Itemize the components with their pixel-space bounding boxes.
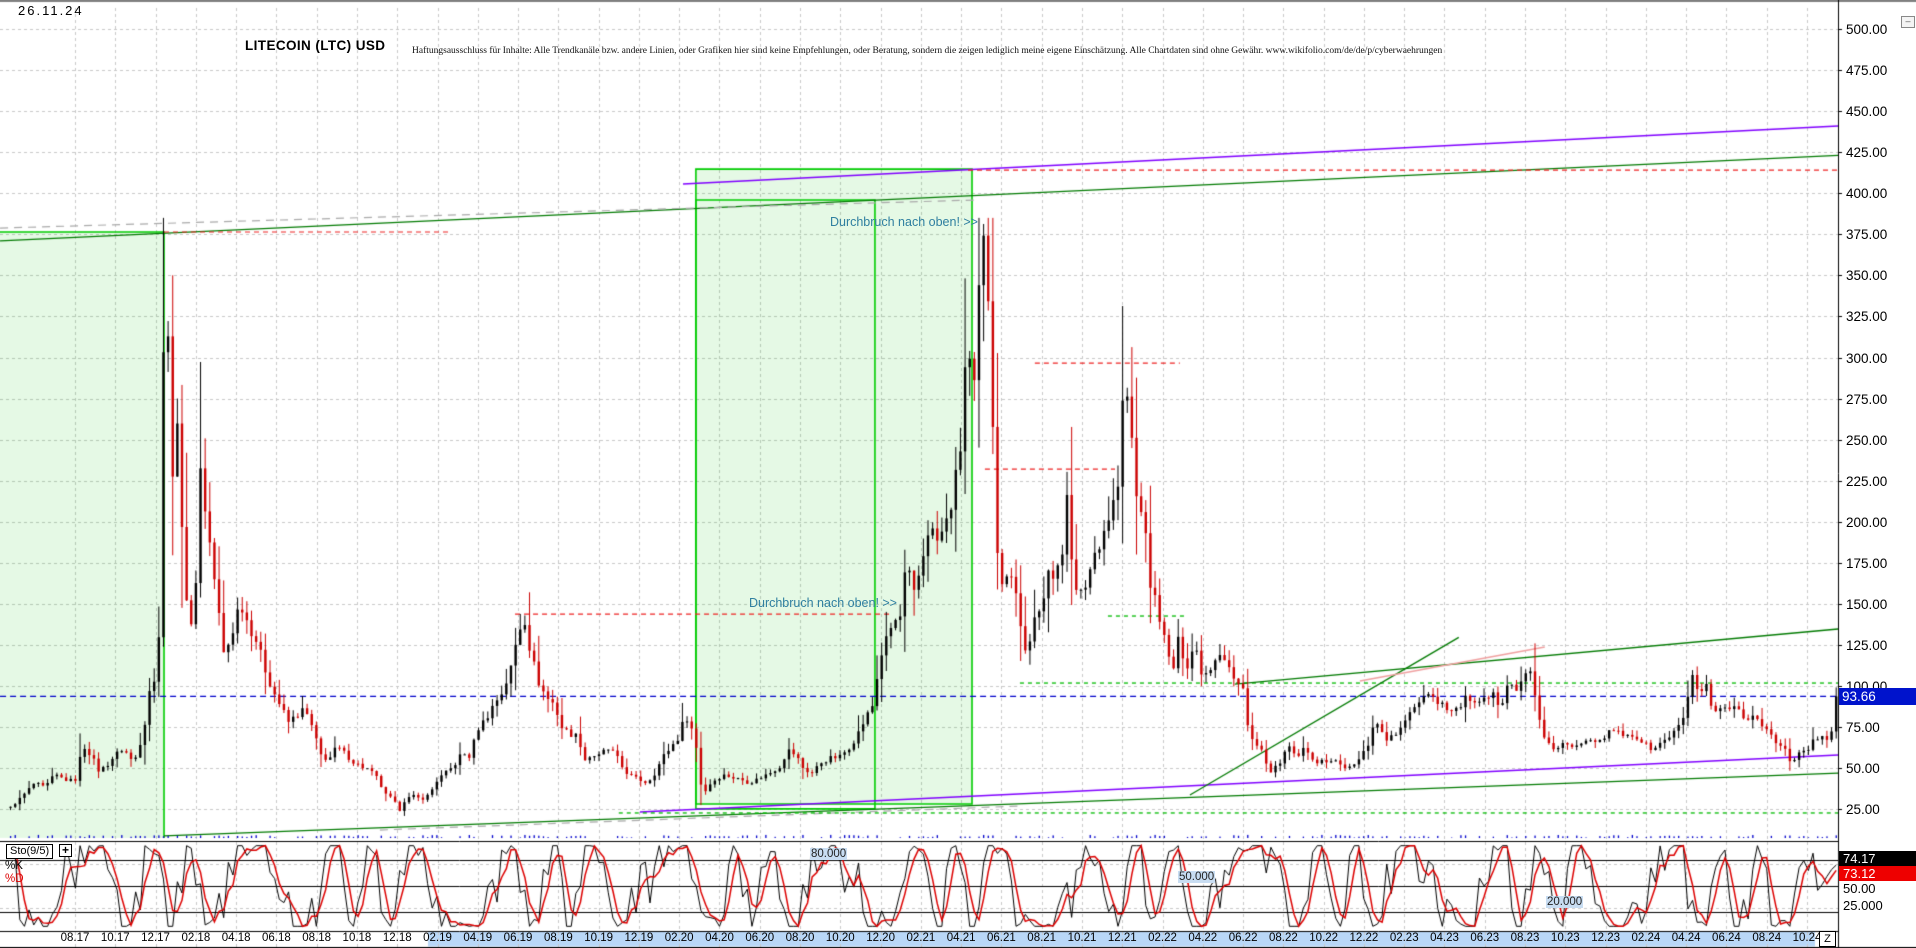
- date-tick-label: 04.18: [221, 932, 251, 944]
- date-tick-label: 12.17: [141, 932, 170, 944]
- date-tick-label: 06.21: [987, 932, 1016, 944]
- date-tick-label: 12.20: [866, 932, 895, 944]
- date-tick-label: 02.19: [423, 932, 452, 944]
- date-tick-label: 08.22: [1268, 932, 1298, 944]
- breakout-annotation-lower: Durchbruch nach oben! >>: [748, 596, 897, 610]
- price-tick-label: 250.00: [1846, 432, 1888, 448]
- date-tick-label: 10.19: [584, 932, 614, 944]
- date-tick-label: 08.20: [785, 932, 815, 944]
- date-tick-label: 04.24: [1671, 932, 1701, 944]
- date-tick-label: 12.19: [624, 932, 654, 944]
- date-tick-label: 10.24: [1792, 932, 1822, 944]
- stochastic-d-label: %D: [5, 873, 24, 885]
- price-tick-label: 350.00: [1846, 268, 1888, 284]
- date-tick-label: 04.22: [1188, 932, 1218, 944]
- date-tick-label: 02.20: [664, 932, 694, 944]
- price-tick-label: 325.00: [1846, 309, 1888, 325]
- sto-low-level-value: 25.000: [1843, 898, 1883, 913]
- price-tick-label: 25.00: [1846, 802, 1880, 818]
- disclaimer-text: Haftungsausschluss für Inhalte: Alle Tre…: [412, 46, 1443, 56]
- date-tick-label: 02.18: [181, 932, 211, 944]
- zoom-reset-button[interactable]: Z: [1819, 931, 1836, 947]
- date-tick-label: 06.22: [1228, 932, 1258, 944]
- sto-level-20-label: 20.000: [1546, 896, 1584, 908]
- sto-d-value-badge: 73.12: [1839, 866, 1916, 881]
- date-tick-label: 12.21: [1107, 932, 1137, 944]
- date-tick-label: 08.21: [1027, 932, 1057, 944]
- date-tick-label: 02.22: [1148, 932, 1177, 944]
- date-tick-label: 06.23: [1470, 932, 1500, 944]
- date-tick-label: 10.20: [825, 932, 855, 944]
- price-tick-label: 200.00: [1846, 514, 1888, 530]
- price-tick-label: 175.00: [1846, 555, 1888, 571]
- date-tick-label: 10.22: [1309, 932, 1339, 944]
- date-tick-label: 10.21: [1067, 932, 1097, 944]
- price-tick-label: 300.00: [1846, 350, 1888, 366]
- date-tick-label: 10.17: [100, 932, 130, 944]
- breakout-annotation-upper: Durchbruch nach oben! >>: [829, 215, 978, 229]
- stochastic-k-label: %K: [5, 860, 23, 872]
- price-tick-label: 50.00: [1846, 761, 1880, 777]
- date-tick-label: 06.24: [1712, 932, 1741, 944]
- date-tick-label: 08.23: [1510, 932, 1540, 944]
- price-tick-label: 125.00: [1846, 637, 1888, 653]
- price-tick-label: 275.00: [1846, 391, 1888, 407]
- date-tick-label: 04.23: [1430, 932, 1459, 944]
- date-tick-label: 08.17: [60, 932, 90, 944]
- date-tick-label: 10.23: [1550, 932, 1580, 944]
- price-tick-label: 500.00: [1846, 22, 1888, 37]
- current-date-label: 26.11.24: [18, 3, 84, 18]
- date-tick-label: 02.24: [1631, 932, 1661, 944]
- date-tick-label: 12.22: [1349, 932, 1379, 944]
- sto-k-value-badge: 74.17: [1839, 851, 1916, 866]
- date-tick-label: 02.21: [906, 932, 936, 944]
- price-tick-label: 375.00: [1846, 227, 1888, 243]
- sto-level-80-label: 80.000: [810, 848, 848, 860]
- date-tick-label: 08.19: [543, 932, 573, 944]
- last-price-badge: 93.66: [1839, 688, 1916, 705]
- price-tick-label: 450.00: [1846, 104, 1888, 120]
- price-tick-label: 75.00: [1846, 720, 1880, 736]
- date-tick-label: 04.21: [946, 932, 976, 944]
- minimize-icon[interactable]: –: [1901, 16, 1915, 28]
- sto-mid-level-value: 50.00: [1843, 881, 1876, 896]
- price-tick-label: 400.00: [1846, 186, 1888, 202]
- price-tick-label: 475.00: [1846, 63, 1888, 79]
- price-tick-label: 225.00: [1846, 473, 1888, 489]
- price-tick-label: 425.00: [1846, 145, 1888, 161]
- date-tick-label: 12.23: [1591, 932, 1620, 944]
- price-tick-label: 150.00: [1846, 596, 1888, 612]
- date-tick-label: 02.23: [1389, 932, 1419, 944]
- date-tick-label: 08.18: [302, 932, 332, 944]
- date-tick-label: 04.19: [463, 932, 493, 944]
- sto-level-50-label: 50.000: [1178, 871, 1216, 883]
- date-tick-label: 06.19: [503, 932, 533, 944]
- date-tick-label: 06.20: [745, 932, 775, 944]
- date-tick-label: 10.18: [342, 932, 372, 944]
- date-tick-label: 04.20: [705, 932, 734, 944]
- date-tick-label: 12.18: [382, 932, 412, 944]
- indicator-expand-icon[interactable]: +: [59, 844, 72, 857]
- date-tick-label: 08.24: [1752, 932, 1782, 944]
- indicator-name-button[interactable]: Sto(9/5): [6, 844, 54, 859]
- date-tick-label: 06.18: [262, 932, 291, 944]
- page-title: LITECOIN (LTC) USD: [245, 38, 386, 53]
